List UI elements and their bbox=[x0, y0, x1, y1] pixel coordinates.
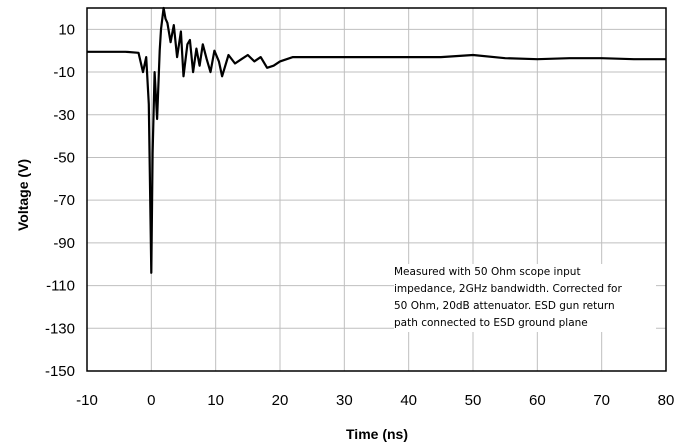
y-tick-label: -110 bbox=[46, 278, 75, 295]
x-tick-label: 30 bbox=[336, 392, 353, 409]
x-tick-label: 50 bbox=[465, 392, 482, 409]
x-tick-label: 80 bbox=[658, 392, 675, 409]
y-tick-label: -70 bbox=[53, 192, 75, 209]
x-tick-label: 10 bbox=[207, 392, 224, 409]
y-tick-label: -130 bbox=[45, 320, 75, 337]
x-tick-label: 0 bbox=[147, 392, 155, 409]
x-tick-label: 60 bbox=[529, 392, 546, 409]
annotation-line: path connected to ESD ground plane bbox=[394, 317, 588, 329]
gridlines bbox=[87, 8, 666, 371]
annotation-line: impedance, 2GHz bandwidth. Corrected for bbox=[394, 283, 622, 295]
x-tick-label: 20 bbox=[272, 392, 289, 409]
y-tick-label: -10 bbox=[53, 64, 75, 81]
x-tick-label: -10 bbox=[76, 392, 98, 409]
y-tick-label: -150 bbox=[45, 363, 75, 380]
annotation-line: 50 Ohm, 20dB attenuator. ESD gun return bbox=[394, 300, 615, 312]
y-tick-label: 10 bbox=[58, 21, 75, 38]
x-tick-label: 70 bbox=[593, 392, 610, 409]
series-trace bbox=[87, 6, 666, 274]
y-tick-label: -90 bbox=[53, 235, 75, 252]
series-line bbox=[87, 6, 666, 274]
y-tick-label: -30 bbox=[53, 107, 75, 124]
x-axis-tick-labels: -10 0 10 20 30 40 50 60 70 80 bbox=[76, 392, 674, 409]
y-tick-label: -50 bbox=[53, 149, 75, 166]
y-axis-title: Voltage (V) bbox=[15, 159, 31, 231]
annotation-line: Measured with 50 Ohm scope input bbox=[394, 266, 581, 278]
annotation-note: Measured with 50 Ohm scope input impedan… bbox=[394, 264, 656, 332]
x-axis-title: Time (ns) bbox=[346, 426, 408, 442]
x-tick-label: 40 bbox=[400, 392, 417, 409]
plot-area-frame bbox=[86, 7, 667, 372]
y-axis-tick-labels: 10 -10 -30 -50 -70 -90 -110 -130 -150 bbox=[45, 21, 75, 380]
